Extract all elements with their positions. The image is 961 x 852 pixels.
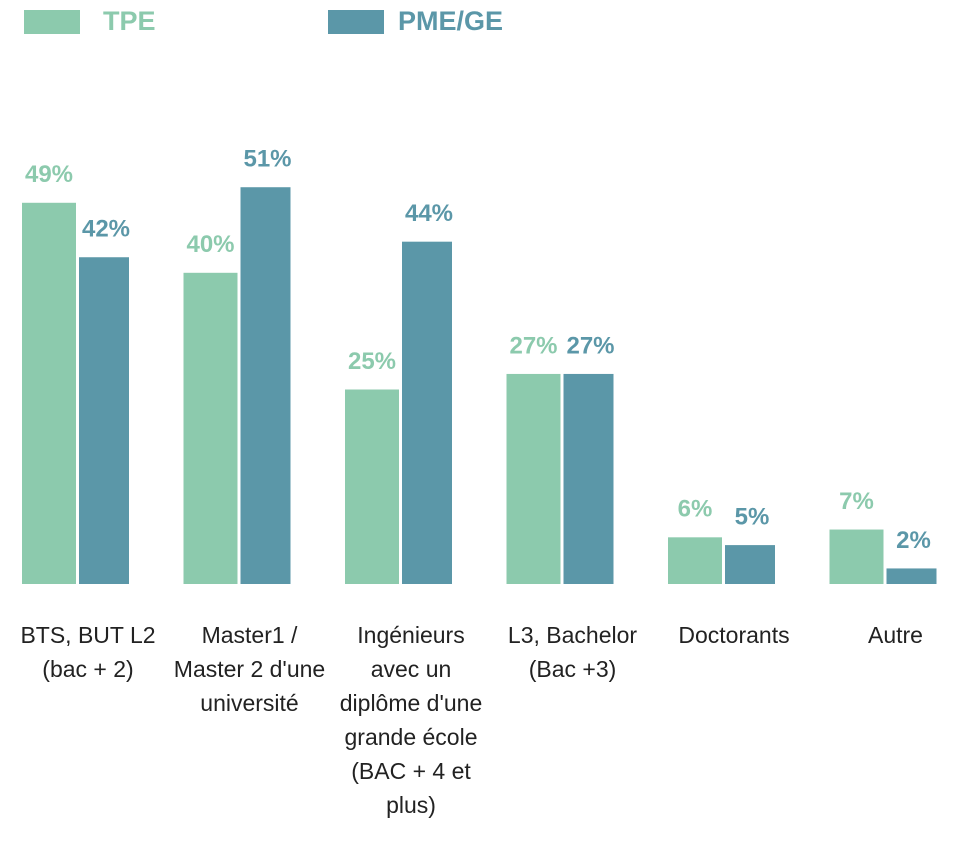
legend-swatch xyxy=(24,10,80,34)
x-tick-label: Ingénieurs avec un diplôme d'une grande … xyxy=(339,622,483,818)
x-tick-label: Master1 / Master 2 d'une université xyxy=(173,622,326,716)
data-label: 2% xyxy=(896,527,931,554)
bar xyxy=(183,272,238,584)
bar xyxy=(563,373,614,584)
bar xyxy=(345,389,399,584)
bar xyxy=(22,202,76,584)
data-label: 25% xyxy=(348,348,396,375)
bar xyxy=(402,241,452,584)
bar xyxy=(725,545,775,584)
bar xyxy=(668,537,722,584)
data-label: 27% xyxy=(566,332,614,359)
data-label: 49% xyxy=(25,161,73,188)
data-label: 40% xyxy=(186,231,234,258)
data-label: 5% xyxy=(735,503,770,530)
x-tick-label: BTS, BUT L2 (bac + 2) xyxy=(20,622,156,682)
bar xyxy=(886,568,937,584)
x-tick-label: Autre xyxy=(868,622,923,648)
legend-label: PME/GE xyxy=(398,6,503,36)
data-label: 27% xyxy=(509,332,557,359)
legend-label: TPE xyxy=(103,6,156,36)
data-label: 51% xyxy=(243,146,291,173)
x-tick-label: L3, Bachelor (Bac +3) xyxy=(507,622,638,682)
data-label: 44% xyxy=(405,200,453,227)
bar xyxy=(829,529,884,584)
bar xyxy=(240,187,291,584)
data-label: 7% xyxy=(839,488,874,515)
legend-swatch xyxy=(328,10,384,34)
bar xyxy=(506,373,561,584)
data-label: 6% xyxy=(678,496,713,523)
x-tick-label: Doctorants xyxy=(678,622,790,648)
data-label: 42% xyxy=(82,216,130,243)
bar xyxy=(79,257,129,584)
